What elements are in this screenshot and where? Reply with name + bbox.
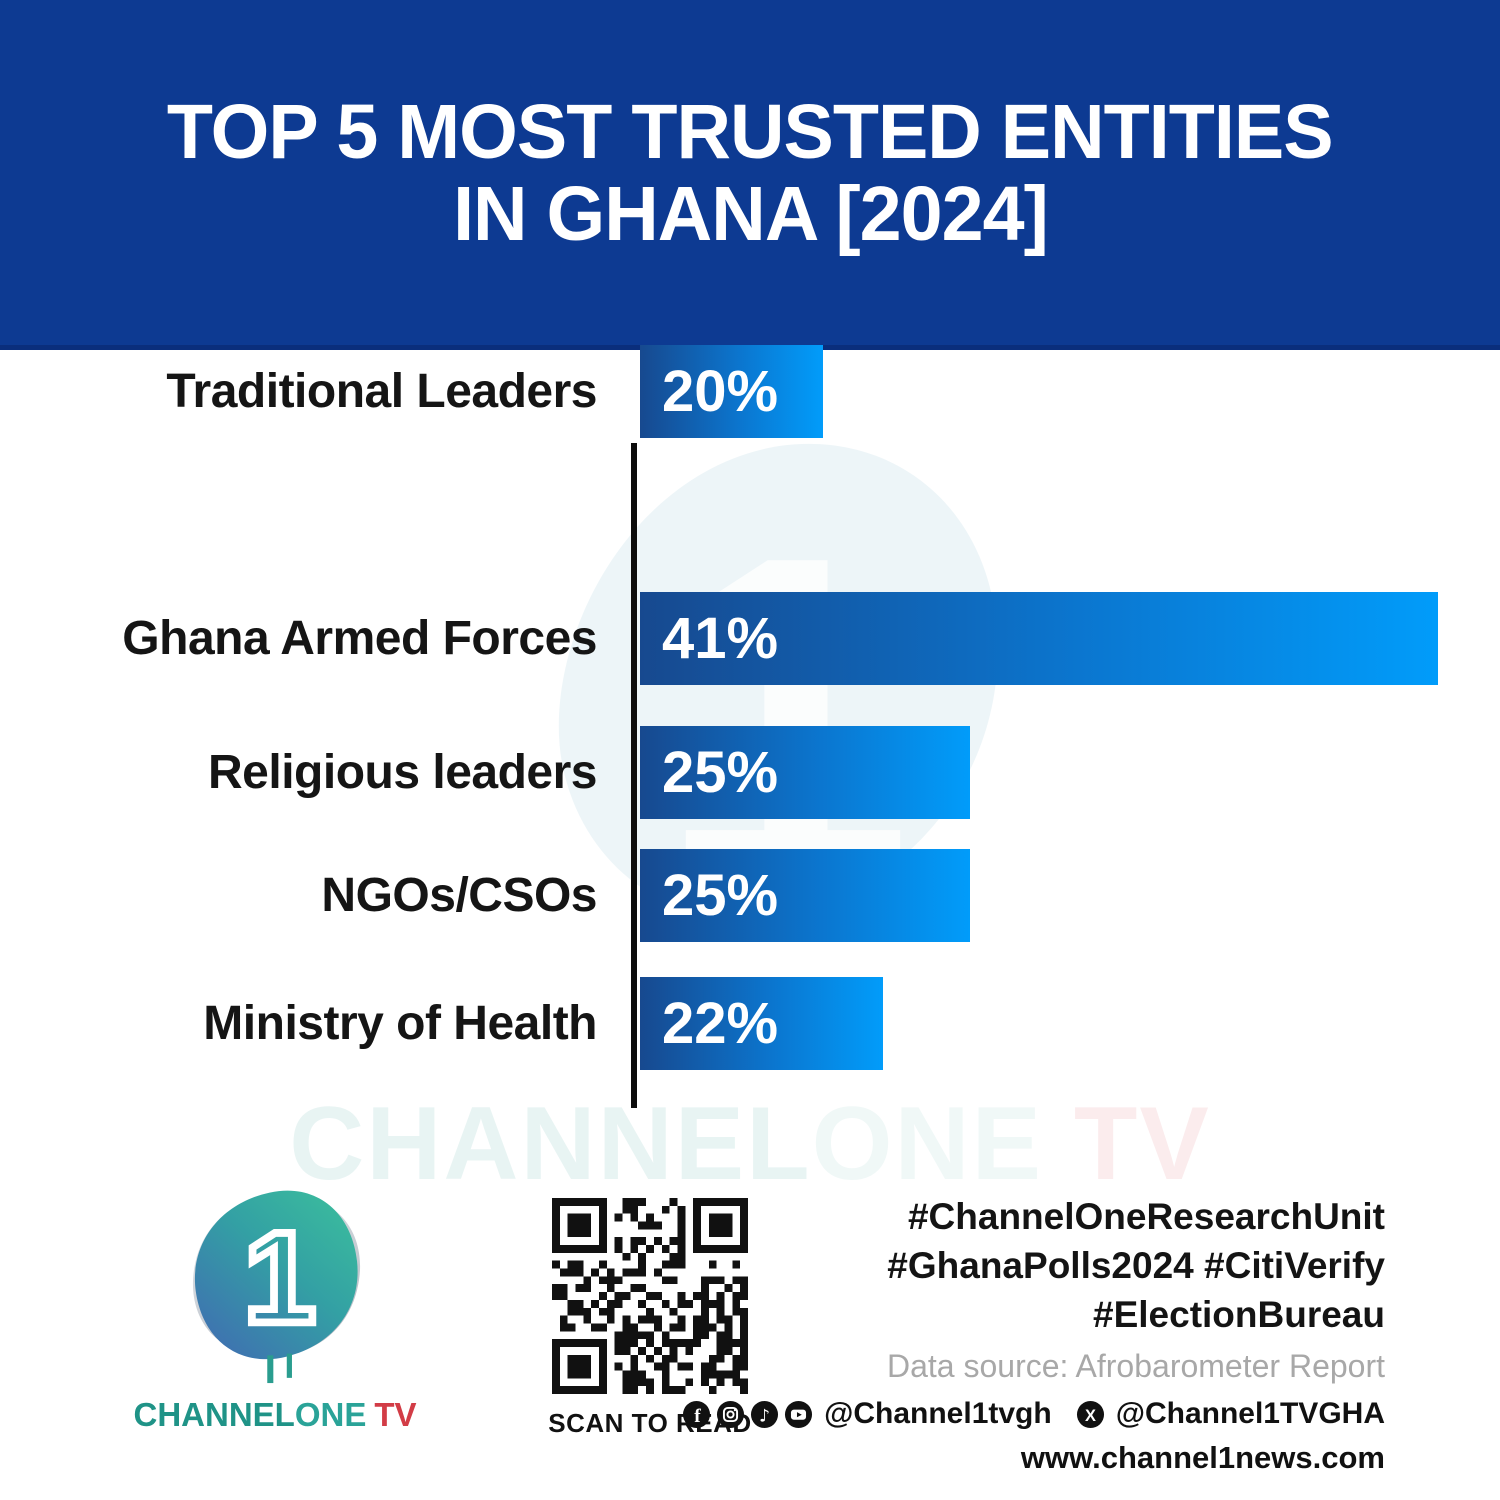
bar-value: 25% — [662, 863, 779, 928]
data-source: Data source: Afrobarometer Report — [886, 1348, 1385, 1384]
svg-text:♪: ♪ — [759, 1406, 770, 1426]
bar-row: Religious leaders 25% — [0, 726, 1500, 819]
channel-one-logo: 1 CHANNELONE TV — [134, 1182, 417, 1434]
bar-row: NGOs/CSOs 25% — [0, 849, 1500, 942]
hashtags: #ChannelOneResearchUnit #GhanaPolls2024 … — [887, 1192, 1385, 1339]
bar-chart: 1 Ghana Armed Forces 41% Religious leade… — [0, 345, 1500, 1145]
logo-one-glyph: 1 — [243, 1204, 315, 1350]
bar-value: 41% — [662, 606, 779, 671]
facebook-icon: f — [683, 1400, 711, 1428]
logo-main-pebble — [194, 1190, 358, 1360]
bar-label: Ghana Armed Forces — [122, 612, 597, 665]
youtube-icon — [785, 1400, 813, 1428]
svg-text:X: X — [1085, 1406, 1096, 1424]
bar-label: Ministry of Health — [203, 997, 597, 1050]
hashtag-line: #ElectionBureau — [1093, 1294, 1385, 1335]
bar: 20% — [640, 345, 823, 438]
bar-label: NGOs/CSOs — [321, 869, 597, 922]
bar: 41% — [640, 592, 1438, 685]
logo-wordmark: CHANNELONE TV — [134, 1396, 417, 1434]
logo-word-tv: TV — [374, 1396, 417, 1433]
svg-text:f: f — [694, 1406, 701, 1427]
instagram-icon — [717, 1400, 745, 1428]
social-handle-1: @Channel1tvgh — [824, 1397, 1052, 1430]
x-icon: X — [1076, 1400, 1104, 1428]
website-url: www.channel1news.com — [1020, 1440, 1385, 1475]
bar-label: Religious leaders — [208, 746, 597, 799]
tiktok-icon: ♪ — [751, 1400, 779, 1428]
bar: 22% — [640, 977, 883, 1070]
bar-row: Ministry of Health 22% — [0, 977, 1500, 1070]
bar-value: 25% — [662, 740, 779, 805]
social-handle-2: @Channel1TVGHA — [1115, 1397, 1385, 1430]
qr-code — [552, 1198, 748, 1394]
logo-word-channel: CHANNEL — [133, 1396, 295, 1433]
page-title-line1: TOP 5 MOST TRUSTED ENTITIES — [167, 88, 1334, 175]
page-title-line2: IN GHANA [2024] — [452, 170, 1049, 257]
header-banner: TOP 5 MOST TRUSTED ENTITIES IN GHANA [20… — [0, 0, 1500, 350]
footer-right-block: #ChannelOneResearchUnit #GhanaPolls2024 … — [682, 1192, 1385, 1476]
axis-line — [631, 443, 637, 1108]
logo-word-one: ONE — [294, 1396, 367, 1433]
bar-row: Ghana Armed Forces 41% — [0, 592, 1500, 685]
qr-block: SCAN TO READ — [545, 1198, 755, 1439]
hashtag-line: #ChannelOneResearchUnit — [907, 1196, 1385, 1237]
bar: 25% — [640, 849, 970, 942]
bar: 25% — [640, 726, 970, 819]
bar-value: 22% — [662, 991, 779, 1056]
bar-value: 20% — [662, 359, 779, 424]
bar-label: Traditional Leaders — [166, 365, 597, 418]
social-row: f ♪ @Channel1tvgh X @Channel — [682, 1397, 1385, 1431]
hashtag-line: #GhanaPolls2024 #CitiVerify — [887, 1245, 1385, 1286]
bar-row: Traditional Leaders 20% — [0, 345, 1500, 438]
logo-pebble: 1 — [192, 1190, 360, 1384]
